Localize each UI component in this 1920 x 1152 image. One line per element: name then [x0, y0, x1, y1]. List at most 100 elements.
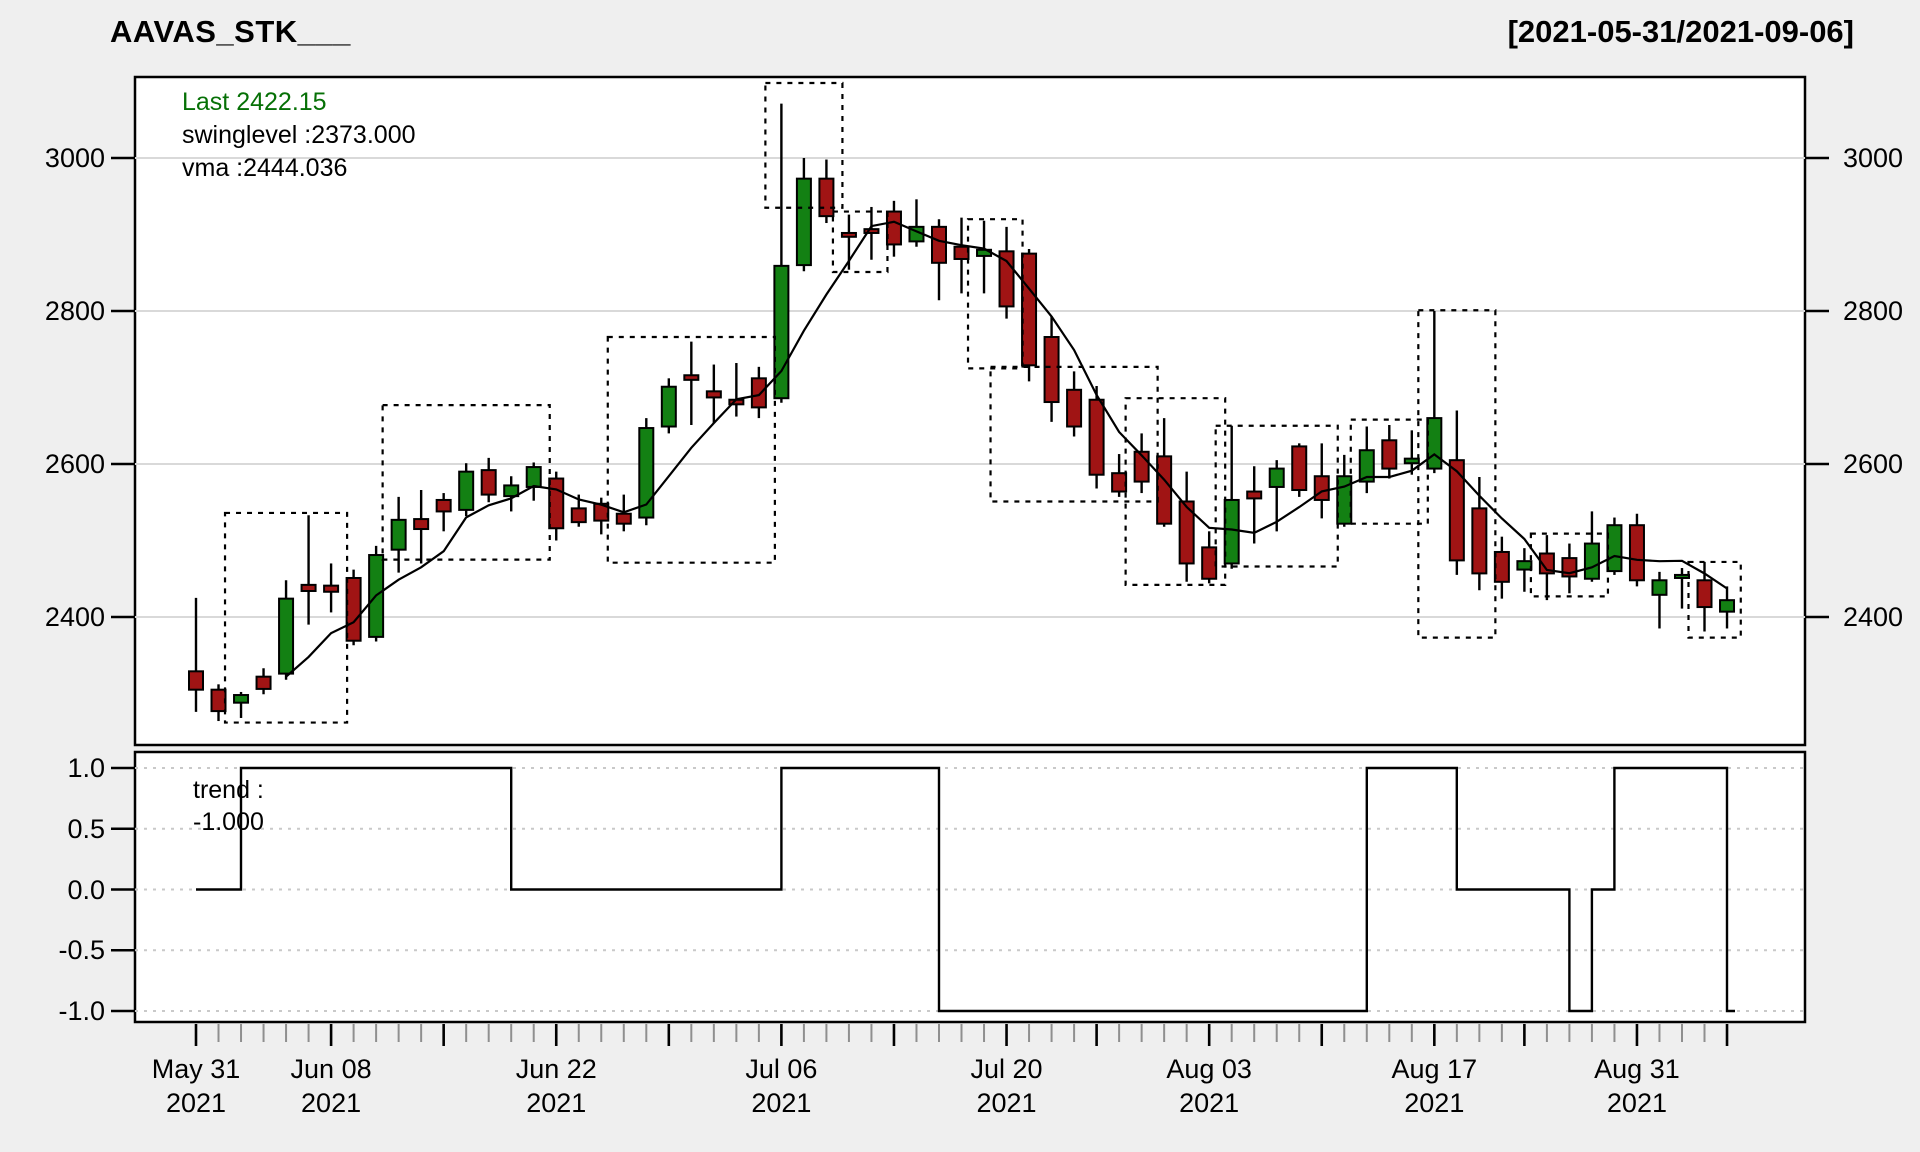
- candle-body: [503, 484, 520, 498]
- candle-body: [570, 507, 587, 524]
- candle-body: [863, 228, 880, 234]
- x-axis-label-year: 2021: [526, 1088, 587, 1118]
- candle-body: [210, 688, 227, 713]
- x-axis-label-year: 2021: [165, 1088, 227, 1118]
- legend-vma: vma :2444.036: [182, 154, 348, 182]
- candle-body: [1201, 546, 1218, 580]
- swing-level-box: [831, 210, 889, 274]
- candle-body: [345, 576, 362, 642]
- swing-level-box: [966, 218, 1024, 370]
- candle-body: [1471, 507, 1488, 575]
- candle-body: [795, 177, 812, 267]
- trend-legend-value: -1.000: [193, 808, 264, 836]
- x-axis-label-date: Jun 08: [290, 1054, 372, 1084]
- candle-body: [1223, 498, 1240, 565]
- candle-body: [1583, 542, 1600, 580]
- candle-body: [1156, 455, 1173, 525]
- swing-level-box: [1349, 418, 1429, 525]
- swing-level-box: [381, 403, 551, 561]
- candle-body: [323, 584, 340, 593]
- y-axis-label-right: 2400: [1843, 602, 1904, 632]
- candle-body: [1088, 398, 1105, 476]
- swing-level-box: [1417, 309, 1497, 639]
- candle-body: [1516, 560, 1533, 571]
- trend-legend-label: trend :: [193, 776, 264, 804]
- candle-body: [188, 670, 204, 691]
- x-axis-label-date: May 31: [151, 1054, 241, 1084]
- candle-body: [1673, 573, 1690, 579]
- x-axis-label-year: 2021: [301, 1088, 362, 1118]
- vma-line: [285, 220, 1728, 678]
- candle-body: [390, 518, 407, 551]
- trend-axis-label: 0.5: [67, 813, 105, 844]
- candle-body: [1268, 467, 1285, 488]
- candle-body: [1043, 336, 1060, 404]
- candle-body: [1628, 524, 1645, 582]
- candle-body: [1381, 439, 1398, 470]
- x-axis-label-date: Aug 17: [1391, 1054, 1478, 1084]
- candle-body: [683, 374, 700, 381]
- y-axis-label-left: 2600: [44, 449, 105, 479]
- y-axis-label-left: 3000: [44, 143, 105, 173]
- candle-body: [1651, 579, 1668, 596]
- candle-body: [480, 469, 497, 496]
- candle-body: [1426, 417, 1443, 470]
- candle-body: [233, 694, 250, 704]
- legend-swinglevel: swinglevel :2373.000: [182, 121, 416, 149]
- swing-level-box: [606, 335, 776, 564]
- x-axis-label-date: Jul 06: [745, 1054, 818, 1084]
- candle-body: [525, 466, 542, 488]
- candle-body: [435, 498, 452, 513]
- candle-body: [750, 377, 767, 409]
- candle-body: [1246, 490, 1263, 500]
- trend-axis-label: -0.5: [58, 935, 105, 966]
- y-axis-label-right: 3000: [1843, 143, 1904, 173]
- candle-body: [1403, 457, 1420, 465]
- x-axis-label-date: Aug 31: [1594, 1054, 1680, 1084]
- x-axis-label-year: 2021: [1606, 1088, 1667, 1118]
- candle-body: [1538, 552, 1555, 575]
- swing-level-box: [1529, 532, 1610, 598]
- trend-step-line: [196, 766, 1735, 1013]
- candle-body: [998, 250, 1015, 308]
- candle-body: [413, 518, 430, 531]
- swing-level-box: [1687, 560, 1742, 639]
- x-axis-label-date: Aug 03: [1166, 1054, 1252, 1084]
- candle-body: [953, 245, 970, 260]
- candle-body: [1111, 472, 1128, 493]
- candle-body: [930, 225, 947, 264]
- candle-body: [1313, 475, 1330, 501]
- swing-level-box: [1214, 424, 1339, 568]
- date-range-label: [2021-05-31/2021-09-06]: [1507, 14, 1854, 49]
- candle-body: [615, 512, 632, 525]
- candle-body: [255, 675, 272, 690]
- candle-body: [638, 427, 655, 519]
- x-axis-label-date: Jun 22: [515, 1054, 597, 1084]
- main-panel: [133, 75, 1807, 747]
- candle-body: [1291, 445, 1308, 492]
- chart-title: AAVAS_STK___: [110, 14, 351, 49]
- candle-body: [458, 470, 475, 511]
- trend-axis-label: 1.0: [67, 753, 105, 783]
- x-axis-label-year: 2021: [976, 1088, 1037, 1118]
- candle-body: [660, 385, 677, 428]
- candle-body: [1719, 599, 1736, 613]
- trend-axis-label: -1.0: [58, 996, 105, 1026]
- x-axis-label-year: 2021: [1404, 1088, 1465, 1118]
- candle-body: [1493, 550, 1510, 583]
- candle-body: [1448, 459, 1465, 562]
- trend-panel: [133, 750, 1807, 1024]
- candle-body: [1066, 388, 1083, 428]
- x-axis-label-year: 2021: [751, 1088, 812, 1118]
- candle-body: [705, 390, 722, 399]
- candle-body: [773, 264, 790, 400]
- x-axis-label-year: 2021: [1179, 1088, 1240, 1118]
- candle-body: [1358, 449, 1375, 483]
- y-axis-label-right: 2800: [1843, 296, 1904, 326]
- candle-body: [1606, 524, 1623, 573]
- candle-body: [840, 231, 857, 238]
- candle-body: [278, 597, 295, 675]
- y-axis-label-left: 2400: [44, 602, 105, 632]
